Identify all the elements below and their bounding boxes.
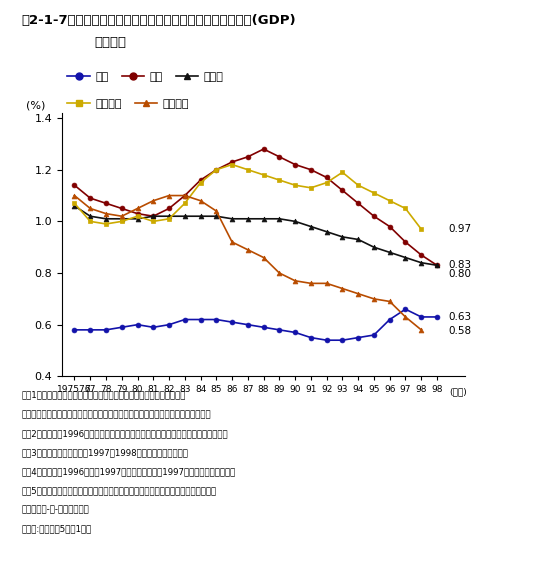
Text: 0.83: 0.83 [448,261,471,270]
Text: 0.63: 0.63 [448,312,471,322]
Text: 4．ドイツの1996年度、1997年度、フランスの1997年度は暫定値である。: 4．ドイツの1996年度、1997年度、フランスの1997年度は暫定値である。 [22,467,236,477]
Text: 2．日本は，1996年度よりソフトウェア業が新たに調査対象業種となっている。: 2．日本は，1996年度よりソフトウェア業が新たに調査対象業種となっている。 [22,429,228,438]
Text: 0.80: 0.80 [448,269,471,279]
Text: (%): (%) [26,100,45,110]
Text: 3．米国は暦年の値で，1997，1998年度は暫定値である。: 3．米国は暦年の値で，1997，1998年度は暫定値である。 [22,448,188,457]
Text: 第2-1-7図　主要国における政府負担研究費の対国内総生産(GDP): 第2-1-7図 主要国における政府負担研究費の対国内総生産(GDP) [22,14,296,27]
Text: 0.97: 0.97 [448,224,471,234]
Legend: フランス, イギリス: フランス, イギリス [67,98,189,109]
Text: 資料：第２-１-１図に同じ。: 資料：第２-１-１図に同じ。 [22,505,89,515]
Text: 5．ドイツ、イギリスの統計数値のない年度は前後の年度を直線で結んでいる。: 5．ドイツ、イギリスの統計数値のない年度は前後の年度を直線で結んでいる。 [22,486,217,496]
Text: 比の推移: 比の推移 [94,36,126,49]
Text: 0.58: 0.58 [448,326,471,336]
Text: なお，日本については内数である自然科学のみの値を併せて表示している。: なお，日本については内数である自然科学のみの値を併せて表示している。 [22,410,211,419]
Text: 注）1．国際比較を行うため，各国とも人文・社会科学を含めている。: 注）1．国際比較を行うため，各国とも人文・社会科学を含めている。 [22,391,186,400]
Text: （参照:付属資料5．（1））: （参照:付属資料5．（1）） [22,525,92,534]
Text: (年度): (年度) [450,387,468,396]
